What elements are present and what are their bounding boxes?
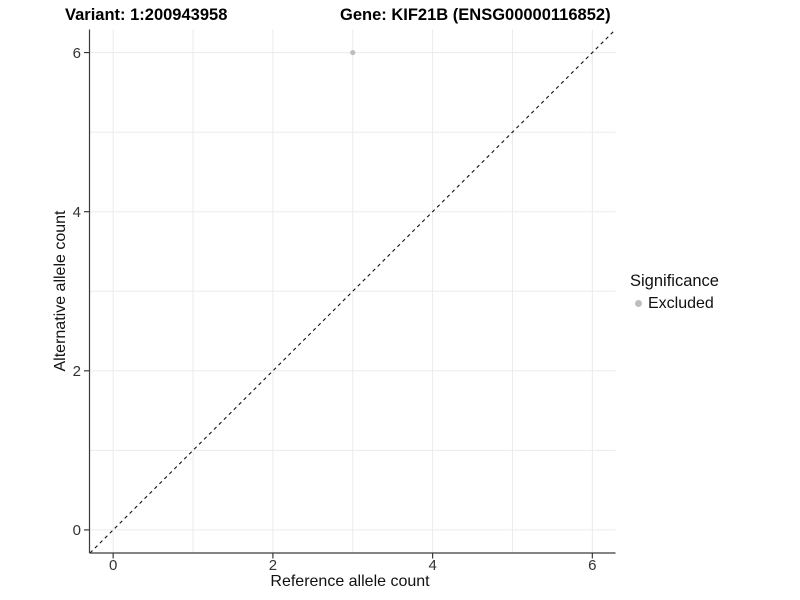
gene-title: Gene: KIF21B (ENSG00000116852) bbox=[340, 6, 611, 24]
legend-key-dot-icon bbox=[635, 300, 642, 307]
x-tick-label-6: 6 bbox=[588, 557, 596, 574]
data-point-0 bbox=[350, 49, 356, 56]
legend-item-excluded: Excluded bbox=[630, 294, 719, 313]
y-tick-label-2: 2 bbox=[73, 363, 81, 380]
x-tick-label-0: 0 bbox=[109, 557, 117, 574]
legend: Significance Excluded bbox=[630, 271, 719, 313]
legend-title: Significance bbox=[630, 272, 719, 290]
variant-title: Variant: 1:200943958 bbox=[65, 6, 228, 24]
y-tick-label-0: 0 bbox=[73, 522, 81, 539]
legend-item-label: Excluded bbox=[648, 295, 714, 312]
x-tick-label-4: 4 bbox=[428, 557, 436, 574]
y-tick-label-4: 4 bbox=[73, 204, 81, 221]
identity-dashed-line bbox=[89, 29, 616, 554]
x-tick-label-2: 2 bbox=[269, 557, 277, 574]
x-axis-label: Reference allele count bbox=[270, 573, 430, 590]
y-tick-label-6: 6 bbox=[73, 45, 81, 62]
